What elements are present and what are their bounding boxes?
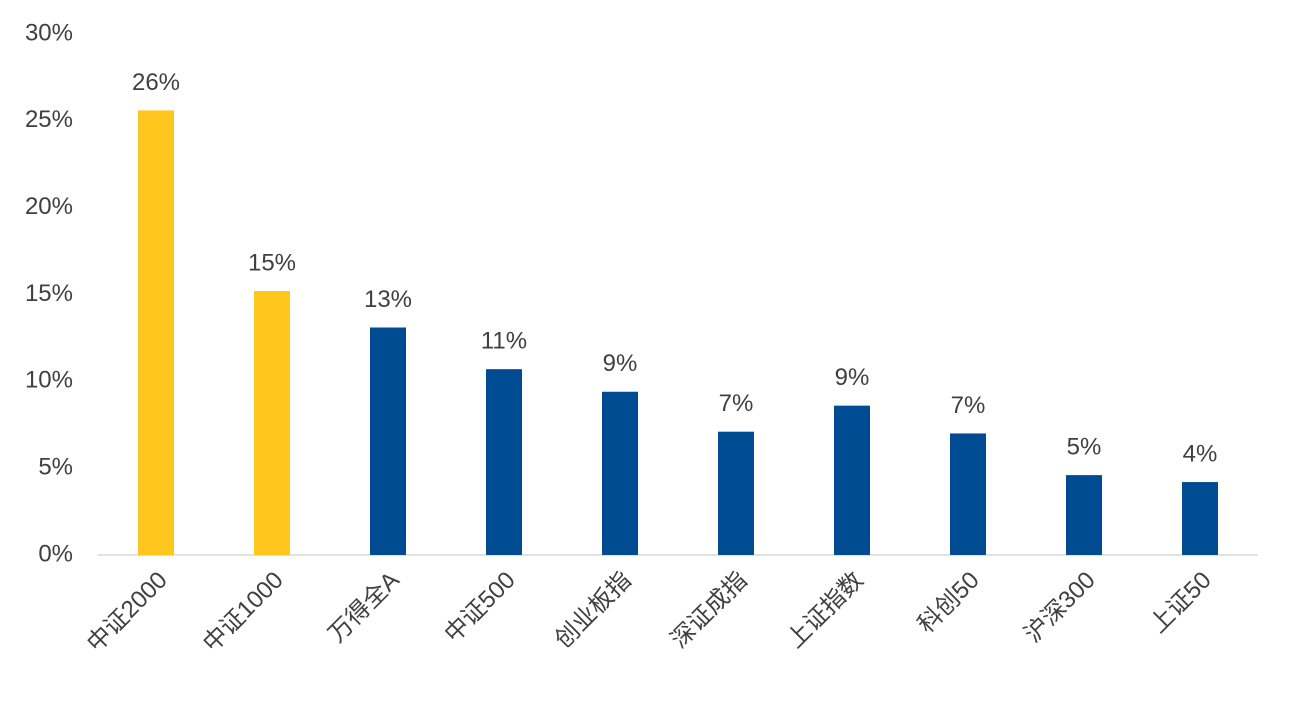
- bar: [718, 431, 754, 555]
- y-tick-label: 15%: [25, 280, 73, 307]
- x-tick-label: 沪深300: [1019, 567, 1100, 648]
- x-tick-label: 中证2000: [82, 567, 173, 658]
- value-label: 9%: [835, 364, 870, 391]
- y-tick-label: 30%: [25, 19, 73, 46]
- value-label: 5%: [1067, 433, 1102, 460]
- y-tick-label: 0%: [38, 540, 73, 567]
- bar: [370, 327, 406, 555]
- x-tick-label: 上证指数: [782, 567, 869, 654]
- y-tick-label: 25%: [25, 106, 73, 133]
- value-label: 15%: [248, 249, 296, 276]
- value-label: 4%: [1183, 440, 1218, 467]
- bar: [138, 110, 174, 555]
- value-label: 7%: [951, 392, 986, 419]
- x-tick-label: 中证1000: [198, 567, 289, 658]
- bar: [254, 291, 290, 555]
- x-tick-label: 深证成指: [666, 567, 753, 654]
- bar: [834, 405, 870, 555]
- x-tick-label: 万得全A: [323, 567, 404, 648]
- bar: [1182, 482, 1218, 555]
- bar: [1066, 475, 1102, 555]
- y-tick-label: 10%: [25, 367, 73, 394]
- x-tick-label: 创业板指: [550, 567, 637, 654]
- value-label: 13%: [364, 286, 412, 313]
- value-label: 26%: [132, 69, 180, 96]
- y-tick-label: 20%: [25, 193, 73, 220]
- value-label: 7%: [719, 390, 754, 417]
- bar: [950, 433, 986, 555]
- value-label: 9%: [603, 350, 638, 377]
- x-tick-label: 中证500: [439, 567, 520, 648]
- x-tick-label: 科创50: [913, 567, 985, 639]
- bar: [486, 369, 522, 555]
- value-label: 11%: [481, 328, 527, 355]
- x-tick-label: 上证50: [1145, 567, 1217, 639]
- y-tick-label: 5%: [38, 454, 73, 481]
- bar: [602, 391, 638, 555]
